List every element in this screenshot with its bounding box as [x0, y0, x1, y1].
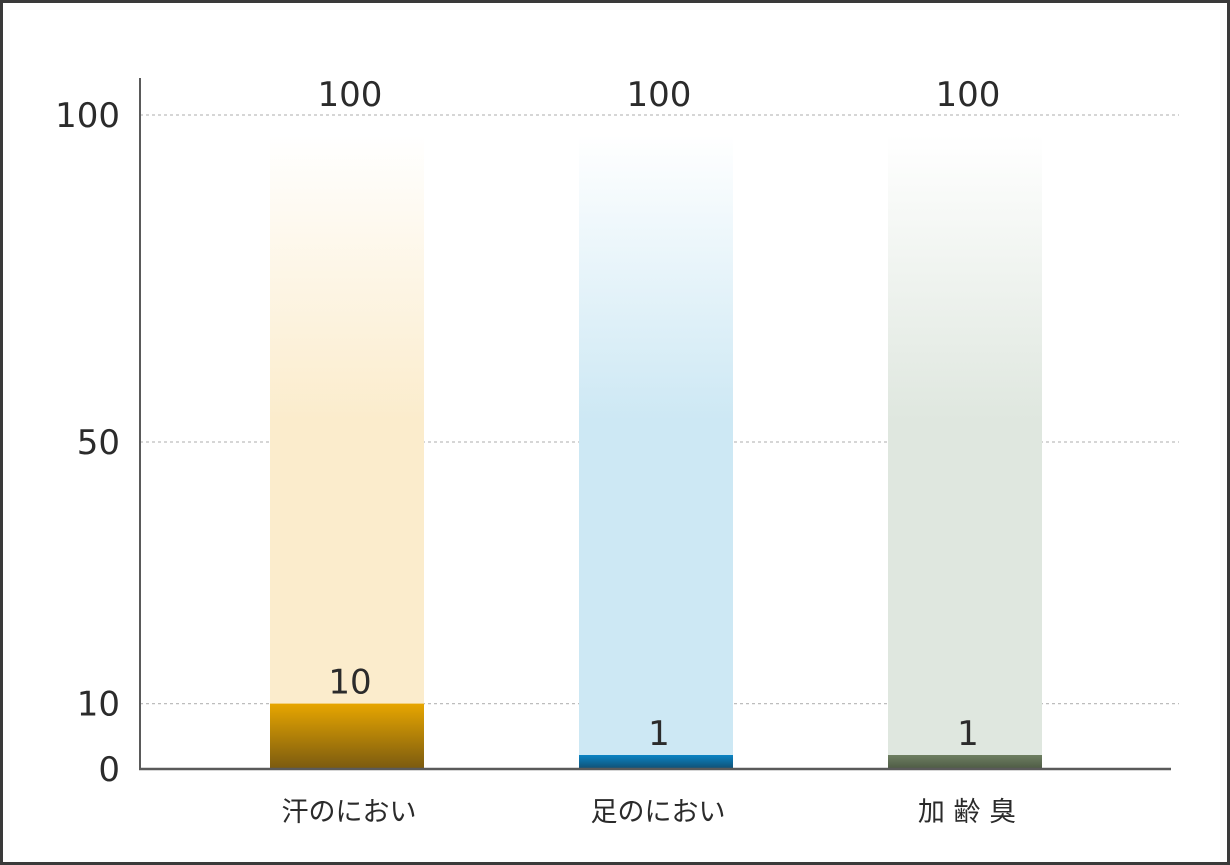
value-bar-1	[270, 703, 424, 769]
reference-value-label: 100	[318, 75, 383, 115]
y-tick-label: 50	[77, 423, 120, 463]
y-tick-label: 10	[77, 685, 120, 725]
reference-bar-3	[888, 135, 1042, 769]
labels: 0 10 50 100 100 10 汗のにおい 100 1 足のにおい 100 1 加 齢 臭	[55, 75, 1016, 828]
x-category-label: 汗のにおい	[282, 797, 417, 828]
data-label: 10	[328, 663, 371, 703]
data-label: 1	[957, 714, 979, 754]
value-bar-3	[888, 755, 1042, 769]
axes	[139, 78, 1171, 771]
reference-value-label: 100	[627, 75, 692, 115]
reference-bar-2	[579, 135, 733, 769]
data-label: 1	[648, 714, 670, 754]
value-bar-2	[579, 755, 733, 769]
reference-bar-1	[270, 135, 424, 769]
y-tick-label: 0	[98, 750, 120, 790]
y-tick-label: 100	[55, 96, 120, 136]
bar-chart: 0 10 50 100 100 10 汗のにおい 100 1 足のにおい 100 1 加 齢 臭	[55, 75, 1179, 828]
bars	[270, 135, 1042, 769]
reference-value-label: 100	[936, 75, 1001, 115]
x-category-label: 足のにおい	[591, 797, 726, 828]
x-category-label: 加 齢 臭	[918, 797, 1016, 828]
